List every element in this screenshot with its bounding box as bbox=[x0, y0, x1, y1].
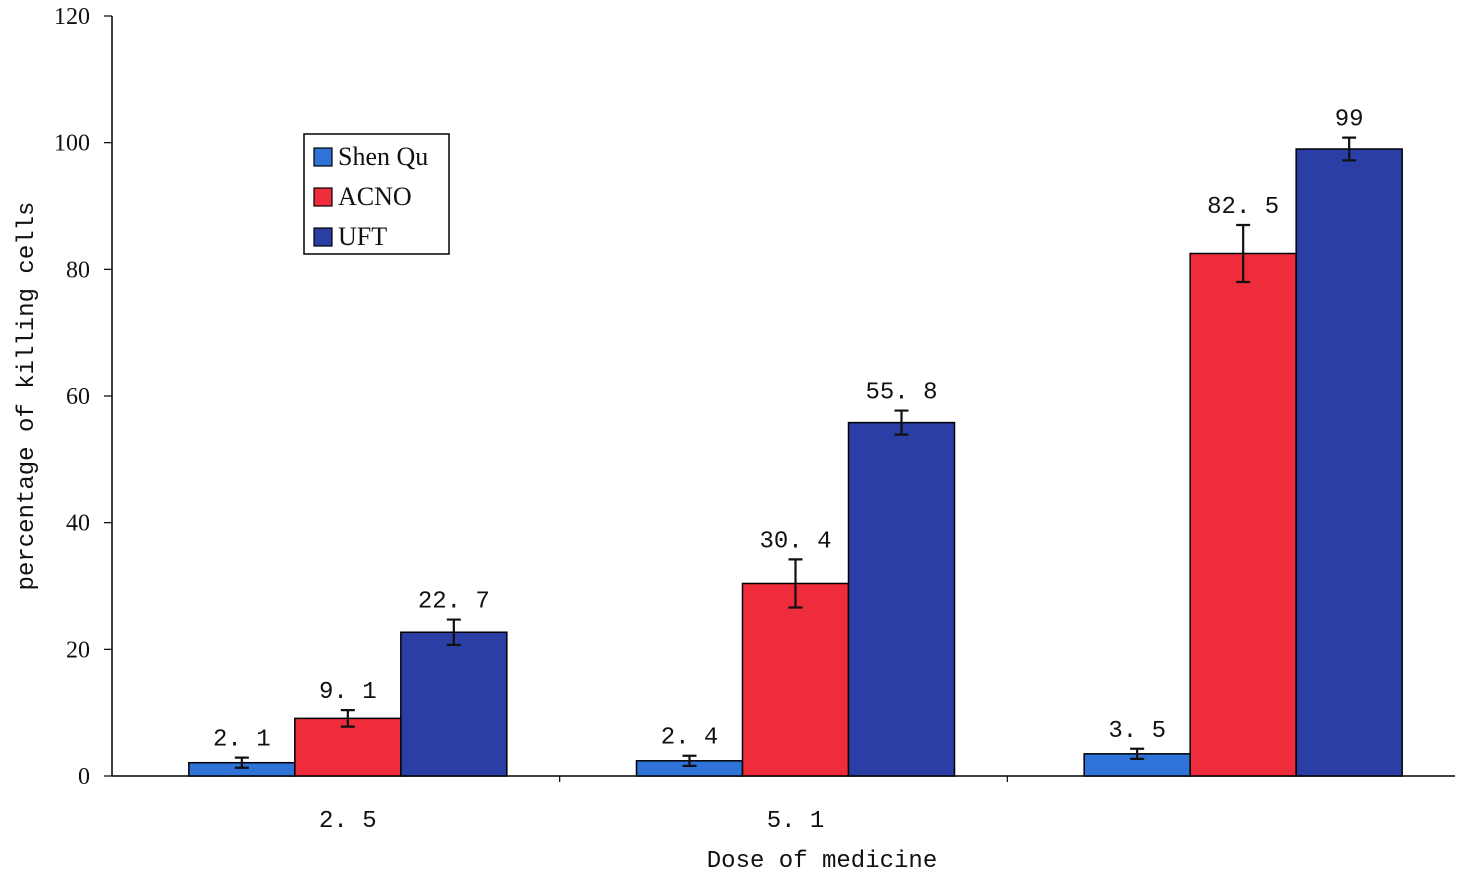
error-bar bbox=[1342, 136, 1357, 162]
bar-uft bbox=[1295, 148, 1403, 777]
y-tick-label: 80 bbox=[66, 257, 90, 283]
data-label: 30. 4 bbox=[759, 528, 831, 555]
error-bar bbox=[340, 709, 355, 728]
error-bar bbox=[682, 754, 697, 767]
bar-acno bbox=[1189, 252, 1297, 777]
x-axis-title: Dose of medicine bbox=[707, 848, 937, 873]
legend-label: UFT bbox=[338, 222, 387, 251]
data-label: 9. 1 bbox=[319, 679, 377, 706]
data-label: 22. 7 bbox=[418, 589, 490, 616]
category-labels: 2. 5 5. 1 bbox=[319, 808, 824, 835]
error-bar bbox=[1130, 747, 1145, 760]
x-axis bbox=[112, 775, 1455, 782]
y-axis: 0 20 40 60 80 100 120 bbox=[54, 4, 113, 790]
y-axis-title: percentage of killing cells bbox=[14, 202, 41, 591]
error-bar bbox=[446, 618, 461, 646]
data-labels: 2. 1 9. 1 22. 7 2. 4 30. 4 55. 8 3. 5 82. 5 99 bbox=[213, 107, 1364, 754]
data-label: 99 bbox=[1335, 107, 1364, 134]
data-label: 82. 5 bbox=[1207, 194, 1279, 221]
data-label: 2. 1 bbox=[213, 727, 271, 754]
bar-acno bbox=[741, 582, 850, 777]
bar-uft bbox=[847, 421, 956, 777]
legend-swatch bbox=[313, 227, 333, 247]
legend-label: Shen Qu bbox=[338, 142, 428, 171]
data-label: 55. 8 bbox=[865, 380, 937, 407]
bar-uft bbox=[400, 631, 508, 777]
error-bar bbox=[788, 558, 803, 609]
y-tick-label: 0 bbox=[78, 764, 90, 790]
error-bar bbox=[894, 409, 909, 436]
y-tick-label: 120 bbox=[54, 4, 90, 30]
legend: Shen Qu ACNO UFT bbox=[303, 133, 450, 255]
category-label: 5. 1 bbox=[767, 808, 825, 835]
legend-swatch bbox=[313, 187, 333, 207]
legend-label: ACNO bbox=[338, 182, 412, 211]
error-bar bbox=[1236, 223, 1251, 284]
error-bars bbox=[234, 136, 1357, 769]
category-label: 2. 5 bbox=[319, 808, 377, 835]
bars bbox=[188, 148, 1403, 777]
y-tick-label: 20 bbox=[66, 637, 90, 663]
data-label: 3. 5 bbox=[1108, 718, 1166, 745]
legend-swatch bbox=[313, 147, 333, 167]
y-tick-label: 40 bbox=[66, 511, 90, 537]
y-tick-label: 100 bbox=[54, 131, 90, 157]
error-bar bbox=[234, 756, 249, 769]
data-label: 2. 4 bbox=[661, 725, 719, 752]
y-tick-label: 60 bbox=[66, 384, 90, 410]
